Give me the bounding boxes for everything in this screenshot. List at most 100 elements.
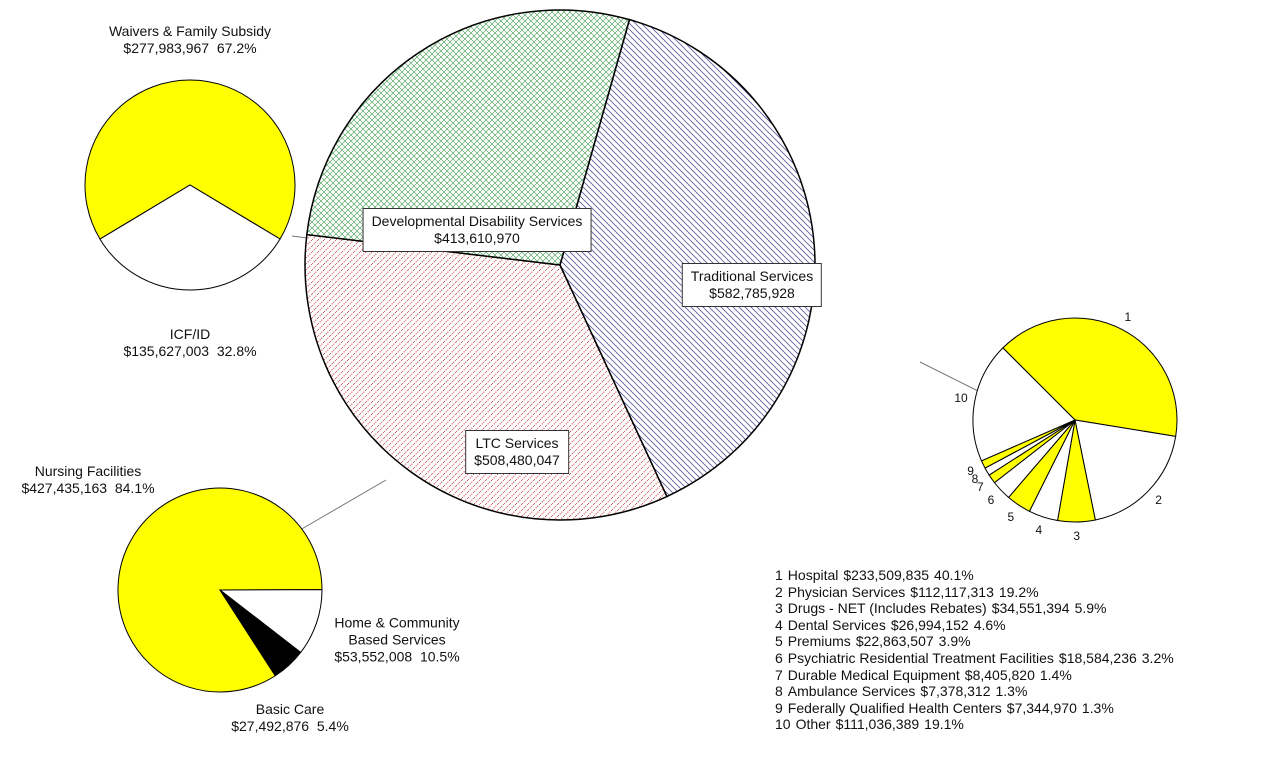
pie-slice <box>304 233 668 521</box>
label-line: $53,552,008 10.5% <box>322 649 472 666</box>
slice-label: ICF/ID $135,627,003 32.8% <box>123 326 256 360</box>
legend-percent_labels: 4.6% <box>973 616 1006 633</box>
category-label: Home & Community Based Services <box>334 614 460 648</box>
legend-value_labels: $22,863,507 <box>855 633 934 650</box>
slice-number: 1 <box>1125 310 1132 324</box>
legend-categories: Dental Services <box>787 616 886 633</box>
percent-label: 32.8% <box>216 343 257 359</box>
percent-label: 10.5% <box>419 648 460 665</box>
slice-label: Nursing Facilities $427,435,163 84.1% <box>21 463 154 497</box>
legend-categories: Drugs - NET (Includes Rebates) <box>787 600 987 617</box>
legend-entry: 4 Dental Services $26,994,152 4.6% <box>775 617 1174 634</box>
percent-label: 5.4% <box>316 718 349 734</box>
legend-value_labels: $7,378,312 <box>920 683 991 700</box>
slice-number-text: 3 <box>1073 528 1081 543</box>
label-line: Home & Community Based Services <box>322 615 472 649</box>
legend-value_labels: $111,036,389 <box>835 716 920 733</box>
legend-numbers: 3 <box>775 600 783 617</box>
legend-percent_labels: 5.9% <box>1074 600 1107 617</box>
pie-slice <box>305 9 631 266</box>
pie-slice <box>219 589 302 677</box>
legend-value_labels: $233,509,835 <box>843 567 930 583</box>
slice-number: 4 <box>1035 523 1042 537</box>
legend-categories: Other <box>795 716 831 733</box>
label-line: Basic Care <box>231 701 349 718</box>
label-line: $277,983,967 67.2% <box>109 40 271 57</box>
slice-label: Traditional Services $582,785,928 <box>681 263 823 307</box>
label-line: $413,610,970 <box>372 230 583 247</box>
slice-number: 10 <box>954 391 967 405</box>
slice-number: 8 <box>972 472 979 486</box>
slice-label: Home & Community Based Services $53,552,0… <box>322 615 472 666</box>
slice-number-text: 5 <box>1007 509 1015 524</box>
legend-entry: 2 Physician Services $112,117,313 19.2% <box>775 584 1174 601</box>
pie-slice <box>218 589 323 654</box>
slice-number-text: 6 <box>987 493 995 508</box>
value-label: $27,492,876 <box>231 718 310 734</box>
legend-entry: 3 Drugs - NET (Includes Rebates) $34,551,3… <box>775 600 1174 617</box>
legend-numbers: 4 <box>775 616 783 633</box>
legend-value_labels: $34,551,394 <box>991 600 1070 617</box>
percent-label: 84.1% <box>114 480 155 496</box>
legend-value_labels: $26,994,152 <box>890 616 969 633</box>
label-line: $582,785,928 <box>691 285 813 302</box>
legend-numbers: 7 <box>775 666 783 683</box>
legend-percent_labels: 3.2% <box>1141 649 1174 666</box>
label-line: ICF/ID <box>123 326 256 343</box>
legend-entry: 9 Federally Qualified Health Centers $7,34… <box>775 700 1174 717</box>
label-line: Developmental Disability Services <box>372 213 583 230</box>
legend-numbers: 5 <box>775 633 783 650</box>
legend-entry: 10 Other $111,036,389 19.1% <box>775 716 1174 733</box>
slice-label: LTC Services $508,480,047 <box>465 430 569 474</box>
legend-percent_labels: 1.3% <box>995 683 1028 700</box>
legend-percent_labels: 40.1% <box>934 567 974 583</box>
label-line: $135,627,003 32.8% <box>123 343 256 360</box>
pie-slice <box>117 487 323 693</box>
label-line: $27,492,876 5.4% <box>231 718 349 735</box>
legend-entry: 7 Durable Medical Equipment $8,405,820 1.4% <box>775 667 1174 684</box>
pie-slice <box>972 347 1076 462</box>
slice-label: Basic Care $27,492,876 5.4% <box>231 701 349 735</box>
legend-categories: Psychiatric Residential Treatment Facili… <box>787 649 1054 666</box>
value-label: $413,610,970 <box>434 230 520 246</box>
pie-slice <box>99 184 281 291</box>
label-line: Waivers & Family Subsidy <box>109 23 271 40</box>
slice-number: 3 <box>1073 529 1080 543</box>
pie-slice <box>559 18 816 498</box>
legend-percent_labels: 1.3% <box>1081 699 1114 716</box>
slice-number-text: 7 <box>976 479 984 494</box>
slice-number: 2 <box>1155 493 1162 507</box>
slice-label: Developmental Disability Services $413,61… <box>362 208 592 252</box>
legend-categories: Durable Medical Equipment <box>787 666 960 683</box>
value-label: $427,435,163 <box>21 480 108 496</box>
category-label: ICF/ID <box>169 326 211 342</box>
legend-categories: Hospital <box>787 567 839 583</box>
legend-value_labels: $112,117,313 <box>910 583 994 600</box>
pie-slice <box>84 79 296 240</box>
category-label: Waivers & Family Subsidy <box>108 23 272 39</box>
slice-number: 5 <box>1007 510 1014 524</box>
value-label: $277,983,967 <box>123 40 210 56</box>
legend-entry: 8 Ambulance Services $7,378,312 1.3% <box>775 683 1174 700</box>
leader-line <box>299 479 387 531</box>
legend-numbers: 10 <box>775 716 791 733</box>
legend-percent_labels: 3.9% <box>938 633 971 650</box>
slice-number-text: 9 <box>967 463 974 478</box>
legend-numbers: 8 <box>775 683 783 700</box>
legend-numbers: 2 <box>775 583 783 600</box>
slice-number-text: 1 <box>1124 309 1132 324</box>
legend-numbers: 1 <box>775 567 783 583</box>
value-label: $53,552,008 <box>334 648 413 665</box>
slice-number-text: 10 <box>954 391 968 406</box>
legend-categories: Federally Qualified Health Centers <box>787 699 1002 716</box>
value-label: $582,785,928 <box>709 285 795 301</box>
label-line: Nursing Facilities <box>21 463 154 480</box>
slice-number: 7 <box>977 480 984 494</box>
legend-value_labels: $18,584,236 <box>1058 649 1137 666</box>
category-label: LTC Services <box>475 435 559 451</box>
category-label: Traditional Services <box>690 268 814 284</box>
category-label: Nursing Facilities <box>34 463 142 479</box>
label-line: $508,480,047 <box>474 452 560 469</box>
